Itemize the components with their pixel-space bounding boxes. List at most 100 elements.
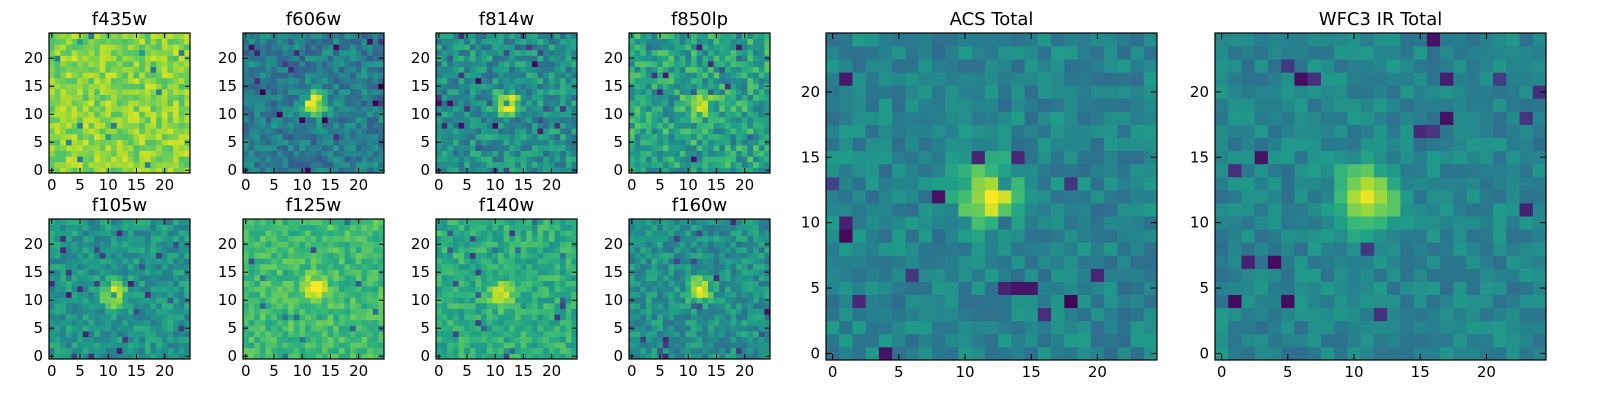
heatmap-cell xyxy=(327,38,334,45)
heatmap-cell xyxy=(441,297,448,304)
heatmap-cell xyxy=(338,291,345,298)
heatmap-cell xyxy=(764,319,771,326)
heatmap-cell xyxy=(60,38,67,45)
heatmap-cell xyxy=(105,258,112,265)
heatmap-cell xyxy=(724,94,731,101)
heatmap-cell xyxy=(498,230,505,237)
heatmap-cell xyxy=(65,297,72,304)
heatmap-cell xyxy=(167,269,174,276)
heatmap-cell xyxy=(361,105,368,112)
heatmap-cell xyxy=(355,263,362,270)
heatmap-cell xyxy=(452,353,459,360)
heatmap-cell xyxy=(88,308,95,315)
heatmap-cell xyxy=(71,145,78,151)
heatmap-cell xyxy=(702,280,709,287)
heatmap-cell xyxy=(674,139,681,146)
heatmap-cell xyxy=(469,342,476,349)
heatmap-cell xyxy=(310,117,317,123)
heatmap-cell xyxy=(458,319,465,326)
heatmap-cell xyxy=(333,44,340,51)
heatmap-cell xyxy=(316,128,323,135)
heatmap-cell xyxy=(122,111,129,118)
heatmap-cell xyxy=(764,314,771,321)
heatmap-cell xyxy=(344,219,351,225)
heatmap-cell xyxy=(372,235,379,242)
heatmap-cell xyxy=(116,167,123,174)
heatmap-cell xyxy=(99,252,106,259)
heatmap-cell xyxy=(133,94,140,101)
heatmap-cell xyxy=(378,247,385,253)
heatmap-cell xyxy=(65,331,72,337)
heatmap-cell xyxy=(243,280,250,287)
heatmap-cell xyxy=(333,100,340,107)
heatmap-cell xyxy=(116,38,123,45)
heatmap-cell xyxy=(452,342,459,349)
heatmap-cell xyxy=(305,77,312,84)
heatmap-cell xyxy=(452,269,459,276)
heatmap-cell xyxy=(88,263,95,270)
heatmap-cell xyxy=(156,342,163,349)
heatmap-cell xyxy=(702,297,709,304)
heatmap-cell xyxy=(88,286,95,293)
heatmap-cell xyxy=(764,286,771,293)
heatmap-cell xyxy=(526,275,533,281)
heatmap-cell xyxy=(537,133,544,140)
heatmap-cell xyxy=(475,105,482,112)
heatmap-cell xyxy=(651,297,658,304)
heatmap-cell xyxy=(144,49,151,56)
heatmap-cell xyxy=(144,241,151,248)
heatmap-cell xyxy=(139,342,146,349)
heatmap-cell xyxy=(378,303,385,309)
heatmap-cell xyxy=(565,105,572,112)
heatmap-cell xyxy=(753,66,760,73)
heatmap-cell xyxy=(133,235,140,242)
heatmap-cell xyxy=(441,145,448,151)
heatmap-cell xyxy=(741,133,748,140)
heatmap-cell xyxy=(719,161,726,168)
heatmap-cell xyxy=(150,33,157,39)
heatmap-cell xyxy=(316,342,323,349)
heatmap-cell xyxy=(310,94,317,101)
heatmap-cell xyxy=(486,224,493,231)
heatmap-cell xyxy=(452,156,459,163)
heatmap-cell xyxy=(543,150,550,157)
heatmap-cell xyxy=(526,224,533,231)
heatmap-cell xyxy=(503,117,510,123)
heatmap-cell xyxy=(674,331,681,337)
heatmap-cell xyxy=(452,263,459,270)
heatmap-cell xyxy=(111,241,118,248)
heatmap-cell xyxy=(344,252,351,259)
heatmap-cell xyxy=(730,49,737,56)
heatmap-cell xyxy=(548,303,555,309)
heatmap-cell xyxy=(713,111,720,118)
heatmap-cell xyxy=(243,89,250,95)
heatmap-cell xyxy=(361,111,368,118)
heatmap-cell xyxy=(355,308,362,315)
heatmap-cell xyxy=(338,38,345,45)
heatmap-cell xyxy=(685,325,692,332)
heatmap-cell xyxy=(82,145,89,151)
heatmap-cell xyxy=(481,224,488,231)
heatmap-cell xyxy=(111,89,118,95)
heatmap-cell xyxy=(469,247,476,253)
heatmap-cell xyxy=(469,117,476,123)
heatmap-cell xyxy=(629,145,636,151)
heatmap-cell xyxy=(492,258,499,265)
heatmap-cell xyxy=(167,347,174,354)
heatmap-cell xyxy=(94,308,101,315)
heatmap-cell xyxy=(492,161,499,168)
heatmap-cell xyxy=(509,161,516,168)
heatmap-cell xyxy=(299,128,306,135)
heatmap-cell xyxy=(139,122,146,129)
heatmap-cell xyxy=(88,72,95,79)
heatmap-cell xyxy=(747,61,754,67)
heatmap-cell xyxy=(452,241,459,248)
heatmap-cell xyxy=(696,342,703,349)
heatmap-cell xyxy=(475,258,482,265)
heatmap-cell xyxy=(338,297,345,304)
heatmap-cell xyxy=(571,247,578,253)
heatmap-cell xyxy=(372,314,379,321)
heatmap-cell xyxy=(537,247,544,253)
heatmap-cell xyxy=(361,94,368,101)
heatmap-cell xyxy=(679,139,686,146)
